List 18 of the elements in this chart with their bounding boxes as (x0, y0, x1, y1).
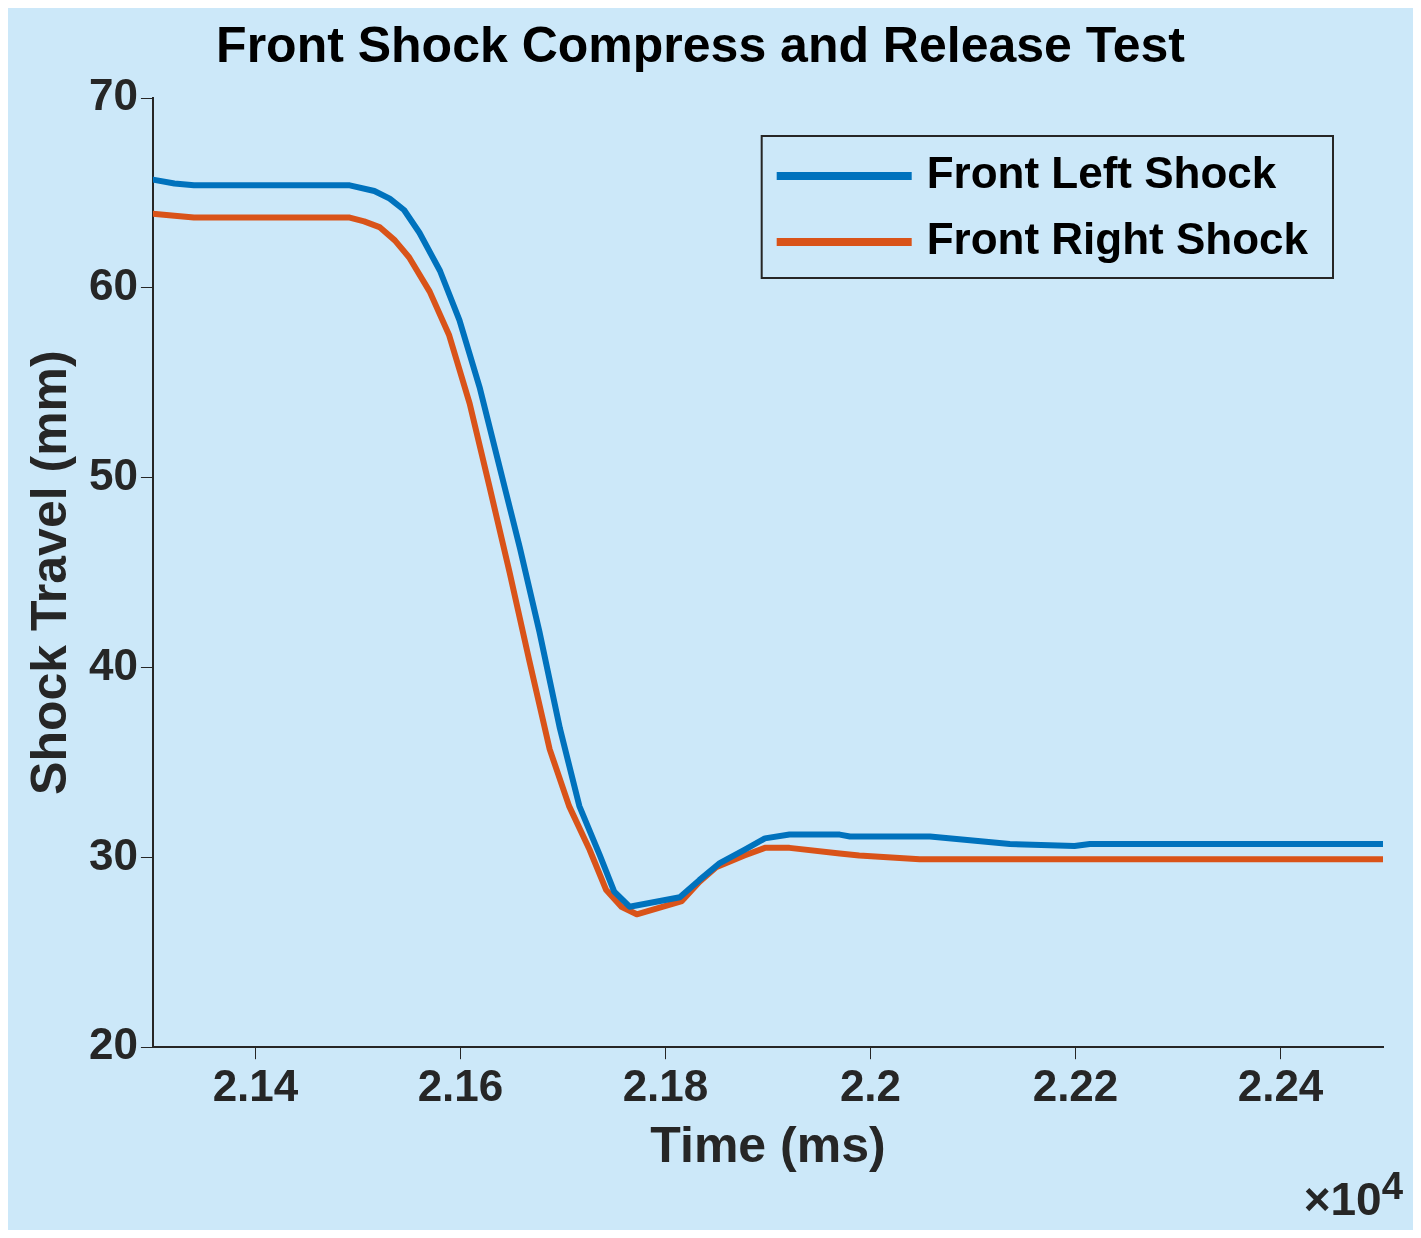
chart-title: Front Shock Compress and Release Test (216, 16, 1186, 73)
y-tick-label: 70 (88, 70, 138, 120)
x-tick-label: 2.24 (1237, 1060, 1324, 1110)
x-tick-label: 2.16 (417, 1060, 504, 1110)
y-tick-label: 40 (88, 639, 138, 689)
y-tick-label: 20 (88, 1019, 138, 1069)
x-tick-label: 2.14 (212, 1060, 299, 1110)
y-axis-title: Shock Travel (mm) (20, 350, 77, 795)
x-tick-label: 2.22 (1032, 1060, 1119, 1110)
x-tick-label: 2.2 (839, 1060, 902, 1110)
legend-label: Front Right Shock (926, 214, 1309, 264)
text: ×10$^{4}$ (1303, 1163, 1403, 1226)
legend-label: Front Left Shock (926, 148, 1277, 198)
y-tick-label: 50 (88, 449, 138, 499)
y-tick-label: 60 (88, 259, 138, 309)
x-tick-label: 2.18 (622, 1060, 709, 1110)
x-axis-title: Time (ms) (650, 1116, 886, 1173)
y-tick-label: 30 (88, 829, 138, 879)
